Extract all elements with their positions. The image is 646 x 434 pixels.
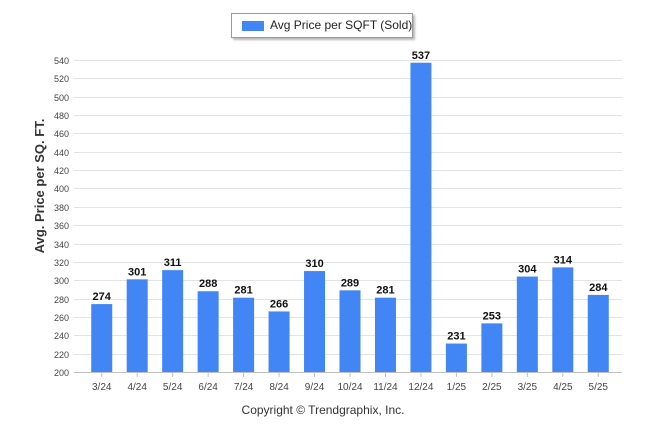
y-tick-label: 440 bbox=[54, 148, 69, 158]
bar bbox=[587, 294, 609, 372]
y-axis-label: Avg. Price per SQ. FT. bbox=[32, 119, 47, 254]
bar-value-label: 281 bbox=[376, 285, 394, 297]
bar-value-label: 274 bbox=[93, 291, 112, 303]
y-tick-label: 380 bbox=[54, 203, 69, 213]
bar bbox=[268, 311, 290, 372]
x-axis-ticks: 3/24 4/24 5/24 6/24 7/24 8/24 9/24 10/24 11/24 12… bbox=[92, 372, 608, 393]
y-tick-label: 200 bbox=[54, 368, 69, 378]
y-tick-label: 460 bbox=[54, 129, 69, 139]
y-tick-label: 320 bbox=[54, 258, 69, 268]
bar bbox=[126, 279, 148, 372]
bar bbox=[374, 297, 396, 372]
bar-value-label: 288 bbox=[199, 278, 217, 290]
y-tick-label: 360 bbox=[54, 221, 69, 231]
x-tick-label: 1/25 bbox=[447, 382, 467, 393]
bar-value-label: 284 bbox=[589, 282, 608, 294]
y-axis-ticks: 200 220 240 260 280 300 320 340 360 380 400 420 440 4… bbox=[54, 56, 69, 378]
x-tick-label: 3/25 bbox=[518, 382, 538, 393]
x-tick-label: 5/25 bbox=[589, 382, 609, 393]
y-tick-label: 540 bbox=[54, 56, 69, 66]
x-tick-label: 3/24 bbox=[92, 382, 112, 393]
bar-value-label: 537 bbox=[412, 50, 430, 62]
x-tick-label: 6/24 bbox=[198, 382, 218, 393]
x-tick-label: 12/24 bbox=[408, 382, 433, 393]
x-tick-label: 9/24 bbox=[305, 382, 325, 393]
bar bbox=[516, 276, 538, 372]
x-tick-label: 11/24 bbox=[373, 382, 398, 393]
y-tick-label: 260 bbox=[54, 313, 69, 323]
bar-value-label: 253 bbox=[483, 310, 501, 322]
bar bbox=[91, 304, 113, 372]
y-tick-label: 420 bbox=[54, 166, 69, 176]
x-tick-label: 7/24 bbox=[234, 382, 254, 393]
x-tick-label: 2/25 bbox=[482, 382, 502, 393]
bar bbox=[304, 271, 326, 372]
x-tick-label: 4/24 bbox=[127, 382, 147, 393]
y-tick-label: 480 bbox=[54, 111, 69, 121]
x-tick-label: 4/25 bbox=[553, 382, 573, 393]
bar-value-label: 310 bbox=[305, 258, 323, 270]
bar bbox=[233, 297, 255, 372]
y-tick-label: 300 bbox=[54, 276, 69, 286]
bar bbox=[481, 323, 503, 372]
bar bbox=[162, 270, 184, 372]
bar bbox=[410, 62, 432, 373]
x-tick-label: 8/24 bbox=[269, 382, 289, 393]
y-tick-label: 280 bbox=[54, 295, 69, 305]
bar-value-label: 289 bbox=[341, 277, 359, 289]
bar-value-label: 231 bbox=[447, 331, 465, 343]
y-tick-label: 340 bbox=[54, 240, 69, 250]
y-tick-label: 240 bbox=[54, 331, 69, 341]
legend-label: Avg Price per SQFT (Sold) bbox=[270, 18, 413, 32]
y-tick-label: 220 bbox=[54, 350, 69, 360]
bar-value-label: 266 bbox=[270, 298, 288, 310]
x-tick-label: 5/24 bbox=[163, 382, 183, 393]
bars: 274 301 311 288 281 266 310 289 281 537 231 253 304 3… bbox=[91, 50, 609, 373]
bar-value-label: 311 bbox=[164, 257, 182, 269]
y-tick-label: 400 bbox=[54, 184, 69, 194]
bar bbox=[339, 290, 361, 372]
x-tick-label: 10/24 bbox=[337, 382, 362, 393]
chart-legend: Avg Price per SQFT (Sold) bbox=[231, 13, 413, 38]
bar-value-label: 281 bbox=[234, 285, 252, 297]
bar-value-label: 314 bbox=[554, 254, 573, 266]
legend-swatch bbox=[242, 21, 264, 31]
bar-value-label: 301 bbox=[128, 266, 146, 278]
copyright-text: Copyright © Trendgraphix, Inc. bbox=[241, 403, 405, 417]
y-tick-label: 500 bbox=[54, 93, 69, 103]
bar bbox=[552, 267, 574, 372]
y-tick-label: 520 bbox=[54, 74, 69, 84]
bar-value-label: 304 bbox=[518, 264, 537, 276]
bar bbox=[445, 343, 467, 372]
bar bbox=[197, 291, 219, 372]
